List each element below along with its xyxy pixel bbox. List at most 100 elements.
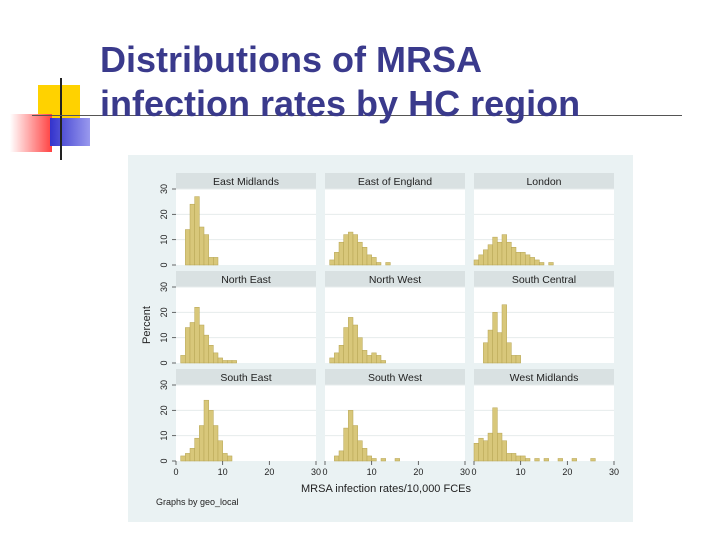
- histogram-figure: East Midlands 0 10 20 30 East of England Londo…: [128, 155, 633, 522]
- histogram-bar: [529, 257, 535, 266]
- histogram-bar: [362, 247, 368, 266]
- histogram-bar: [227, 360, 233, 364]
- histogram-bar: [487, 432, 493, 462]
- histogram-panel: South Central: [474, 271, 614, 364]
- panel-title: East Midlands: [213, 176, 279, 188]
- histogram-bar: [329, 357, 335, 364]
- histogram-bar: [352, 234, 358, 266]
- histogram-bar: [352, 425, 358, 462]
- histogram-bar: [473, 259, 479, 266]
- y-tick-label: 30: [159, 184, 169, 194]
- histogram-bar: [487, 244, 493, 266]
- histogram-grid-chart: East Midlands 0 10 20 30 East of England Londo…: [141, 173, 619, 507]
- y-tick-label: 0: [159, 458, 169, 463]
- histogram-panel: North West: [325, 271, 465, 364]
- histogram-bar: [543, 458, 549, 462]
- y-tick-label: 30: [159, 282, 169, 292]
- panel-title: East of England: [358, 176, 432, 188]
- histogram-panel: South West 0 10 20 30: [322, 369, 470, 477]
- histogram-bar: [203, 399, 209, 462]
- histogram-bar: [366, 254, 372, 266]
- x-tick-label: 20: [562, 467, 572, 477]
- histogram-bar: [520, 252, 526, 266]
- histogram-bar: [222, 453, 228, 462]
- panel-header: [176, 173, 316, 189]
- panel-title: North West: [369, 274, 421, 286]
- histogram-bar: [483, 440, 489, 462]
- histogram-bar: [227, 455, 233, 462]
- histogram-bar: [222, 360, 228, 364]
- histogram-bar: [180, 355, 186, 364]
- histogram-bar: [501, 440, 507, 462]
- panel-header: [325, 271, 465, 287]
- panel-header: [176, 369, 316, 385]
- histogram-bar: [492, 407, 498, 462]
- histogram-bar: [506, 453, 512, 462]
- histogram-bar: [329, 259, 335, 266]
- histogram-bar: [557, 458, 563, 462]
- histogram-bar: [590, 458, 596, 462]
- histogram-bar: [492, 312, 498, 364]
- histogram-bar: [497, 241, 503, 266]
- histogram-bar: [539, 262, 545, 266]
- x-tick-label: 10: [367, 467, 377, 477]
- histogram-bar: [483, 249, 489, 266]
- histogram-bar: [394, 458, 400, 462]
- histogram-bar: [185, 453, 191, 462]
- histogram-bar: [534, 259, 540, 266]
- histogram-bar: [203, 234, 209, 266]
- histogram-bar: [511, 247, 517, 266]
- histogram-bar: [548, 262, 554, 266]
- graphs-by-note: Graphs by geo_local: [156, 497, 239, 507]
- x-tick-label: 30: [311, 467, 321, 477]
- histogram-panel: East Midlands 0 10 20 30: [159, 173, 316, 268]
- histogram-bar: [506, 241, 512, 266]
- histogram-bar: [199, 324, 205, 364]
- histogram-bar: [501, 304, 507, 364]
- histogram-bar: [208, 257, 214, 266]
- histogram-bar: [194, 307, 200, 364]
- panel-header: [474, 369, 614, 385]
- histogram-bar: [189, 203, 195, 266]
- deco-blue-square: [50, 118, 90, 146]
- histogram-bar: [515, 355, 521, 364]
- panel-header: [176, 271, 316, 287]
- histogram-bar: [376, 355, 382, 364]
- histogram-panel: East of England: [325, 173, 465, 266]
- histogram-bar: [497, 332, 503, 364]
- histogram-bar: [371, 458, 377, 462]
- histogram-bar: [194, 437, 200, 462]
- y-tick-label: 10: [159, 333, 169, 343]
- y-axis-title: Percent: [141, 306, 153, 344]
- histogram-bar: [380, 360, 386, 364]
- panel-title: West Midlands: [510, 372, 579, 384]
- panel-title: South West: [368, 372, 422, 384]
- histogram-bar: [189, 448, 195, 462]
- histogram-bar: [213, 257, 219, 266]
- histogram-bar: [185, 229, 191, 266]
- panel-title: North East: [221, 274, 271, 286]
- x-tick-label: 10: [218, 467, 228, 477]
- histogram-bar: [571, 458, 577, 462]
- histogram-bar: [376, 262, 382, 266]
- histogram-bar: [213, 425, 219, 462]
- histogram-panel: London: [473, 173, 614, 266]
- histogram-bar: [185, 327, 191, 364]
- histogram-bar: [194, 196, 200, 266]
- slide-title-line-1: Distributions of MRSA: [100, 39, 482, 80]
- histogram-bar: [473, 443, 479, 462]
- histogram-bar: [343, 427, 349, 462]
- histogram-bar: [357, 241, 363, 266]
- histogram-bar: [380, 458, 386, 462]
- histogram-bar: [334, 455, 340, 462]
- histogram-bar: [492, 236, 498, 266]
- histogram-bar: [208, 345, 214, 364]
- panel-title: South East: [220, 372, 271, 384]
- histogram-bar: [511, 453, 517, 462]
- histogram-bar: [203, 334, 209, 364]
- panel-header: [325, 173, 465, 189]
- panel-title: South Central: [512, 274, 576, 286]
- histogram-bar: [189, 322, 195, 364]
- panels-layer: East Midlands 0 10 20 30 East of England Londo…: [159, 173, 619, 477]
- x-tick-label: 10: [516, 467, 526, 477]
